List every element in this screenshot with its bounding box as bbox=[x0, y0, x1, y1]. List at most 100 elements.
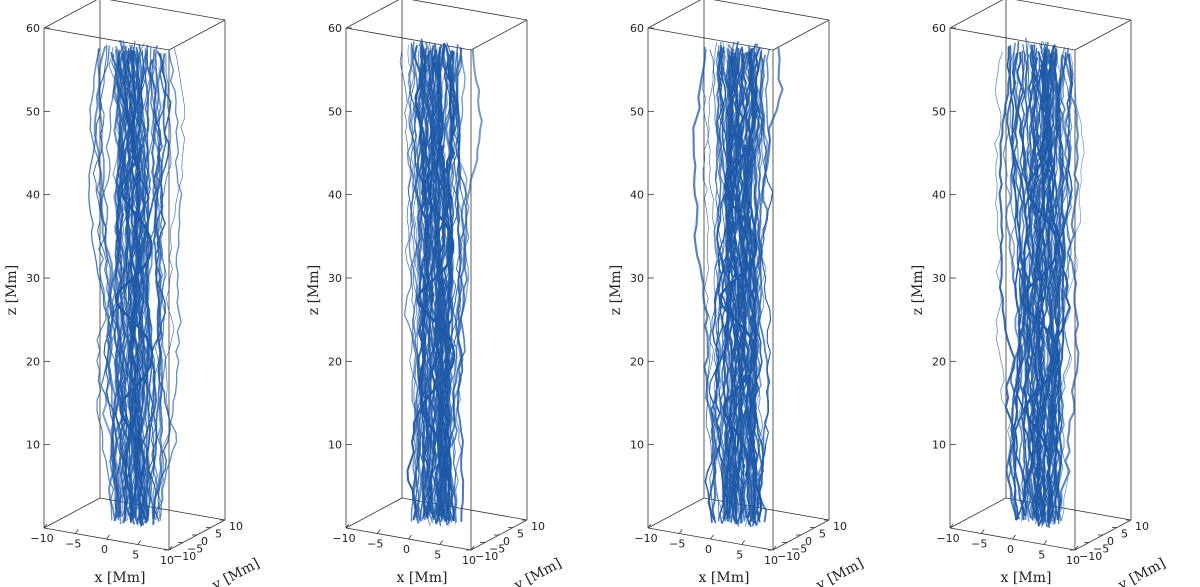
box-edge bbox=[43, 0, 98, 29]
field-line bbox=[744, 46, 762, 518]
x-tick-mark bbox=[647, 523, 652, 529]
z-tick-label: 30 bbox=[630, 272, 644, 285]
box-edge bbox=[1074, 19, 1132, 51]
field-line bbox=[1032, 40, 1051, 517]
z-tick-label: 30 bbox=[26, 272, 40, 285]
y-tick-label: −10 bbox=[475, 550, 498, 563]
box-edge bbox=[647, 27, 774, 51]
field-lines bbox=[88, 39, 186, 527]
x-tick-mark bbox=[408, 534, 412, 540]
box-edge bbox=[345, 27, 472, 51]
core-field-line bbox=[718, 144, 758, 477]
x-axis-label: x [Mm] bbox=[699, 570, 750, 586]
field-line bbox=[1021, 43, 1032, 516]
field-line bbox=[717, 45, 731, 517]
field-line bbox=[1009, 40, 1029, 516]
field-line bbox=[1006, 46, 1022, 520]
z-tick-label: 10 bbox=[26, 439, 40, 452]
box-edge bbox=[168, 19, 226, 51]
y-tick-label: 5 bbox=[517, 528, 524, 541]
box-edge bbox=[647, 497, 705, 529]
y-tick-label: 0 bbox=[201, 535, 208, 548]
x-tick-mark bbox=[1043, 540, 1048, 545]
x-tick-label: 10 bbox=[462, 554, 476, 567]
x-tick-label: 10 bbox=[160, 554, 174, 567]
field-line bbox=[1033, 47, 1072, 517]
field-line bbox=[92, 44, 139, 515]
y-tick-label: −5 bbox=[791, 543, 807, 556]
z-axis-label: z [Mm] bbox=[4, 265, 20, 315]
y-tick-label: 0 bbox=[503, 535, 510, 548]
x-tick-label: −5 bbox=[367, 538, 383, 551]
field-line bbox=[133, 48, 157, 523]
field-line bbox=[1023, 46, 1034, 520]
field-line bbox=[418, 49, 433, 516]
z-tick-label: 50 bbox=[932, 105, 946, 118]
field-line bbox=[727, 54, 744, 525]
field-line bbox=[702, 42, 724, 514]
field-line bbox=[1057, 55, 1080, 522]
field-line bbox=[743, 54, 758, 525]
x-tick-label: 5 bbox=[736, 549, 743, 562]
z-tick-label: 30 bbox=[328, 272, 342, 285]
y-tick-label: −10 bbox=[777, 550, 800, 563]
z-tick-label: 50 bbox=[26, 105, 40, 118]
field-lines bbox=[692, 41, 784, 528]
z-tick-label: 20 bbox=[932, 355, 946, 368]
z-tick-label: 40 bbox=[26, 189, 40, 202]
field-line bbox=[739, 57, 767, 522]
x-tick-mark bbox=[376, 529, 381, 534]
y-axis-label: y [Mm] bbox=[1115, 555, 1168, 587]
box-edge bbox=[949, 497, 1007, 529]
x-tick-label: −5 bbox=[971, 538, 987, 551]
field-line bbox=[408, 41, 422, 519]
z-axis-label: z [Mm] bbox=[910, 265, 926, 315]
x-tick-label: 10 bbox=[764, 554, 778, 567]
field-line bbox=[148, 53, 167, 525]
x-tick-label: −10 bbox=[936, 532, 959, 545]
z-tick-label: 20 bbox=[630, 355, 644, 368]
z-tick-label: 50 bbox=[630, 105, 644, 118]
x-tick-mark bbox=[137, 540, 142, 545]
box-edge bbox=[949, 0, 1004, 29]
z-tick-label: 10 bbox=[932, 439, 946, 452]
x-tick-mark bbox=[741, 540, 746, 545]
x-tick-mark bbox=[980, 529, 985, 534]
field-line bbox=[428, 45, 444, 514]
x-tick-mark bbox=[74, 529, 79, 534]
box-edge bbox=[345, 0, 400, 29]
x-axis-label: x [Mm] bbox=[95, 570, 146, 586]
z-tick-label: 50 bbox=[328, 105, 342, 118]
z-tick-label: 40 bbox=[932, 189, 946, 202]
box-edge bbox=[411, 0, 528, 21]
field-line bbox=[702, 49, 720, 522]
field-line bbox=[101, 50, 134, 519]
field-line bbox=[159, 48, 186, 520]
field-line bbox=[726, 50, 737, 520]
field-line bbox=[692, 46, 717, 521]
field-line bbox=[89, 48, 123, 518]
z-tick-label: 10 bbox=[328, 439, 342, 452]
z-tick-label: 60 bbox=[630, 22, 644, 35]
y-tick-label: −10 bbox=[173, 550, 196, 563]
x-tick-label: 5 bbox=[434, 549, 441, 562]
x-tick-mark bbox=[470, 545, 475, 551]
field-line bbox=[733, 52, 759, 521]
x-tick-label: 0 bbox=[101, 543, 108, 556]
field-line bbox=[88, 45, 122, 517]
y-axis-label: y [Mm] bbox=[209, 555, 262, 587]
x-axis-label: x [Mm] bbox=[1001, 570, 1052, 586]
field-line bbox=[118, 49, 148, 519]
y-tick-label: 5 bbox=[819, 528, 826, 541]
x-tick-mark bbox=[1074, 545, 1079, 551]
field-line bbox=[439, 47, 455, 519]
field-line bbox=[1029, 52, 1044, 522]
y-tick-label: 10 bbox=[229, 520, 243, 533]
field-line bbox=[1054, 43, 1069, 520]
y-tick-label: −10 bbox=[1079, 550, 1102, 563]
z-tick-label: 60 bbox=[328, 22, 342, 35]
z-axis-label: z [Mm] bbox=[608, 265, 624, 315]
